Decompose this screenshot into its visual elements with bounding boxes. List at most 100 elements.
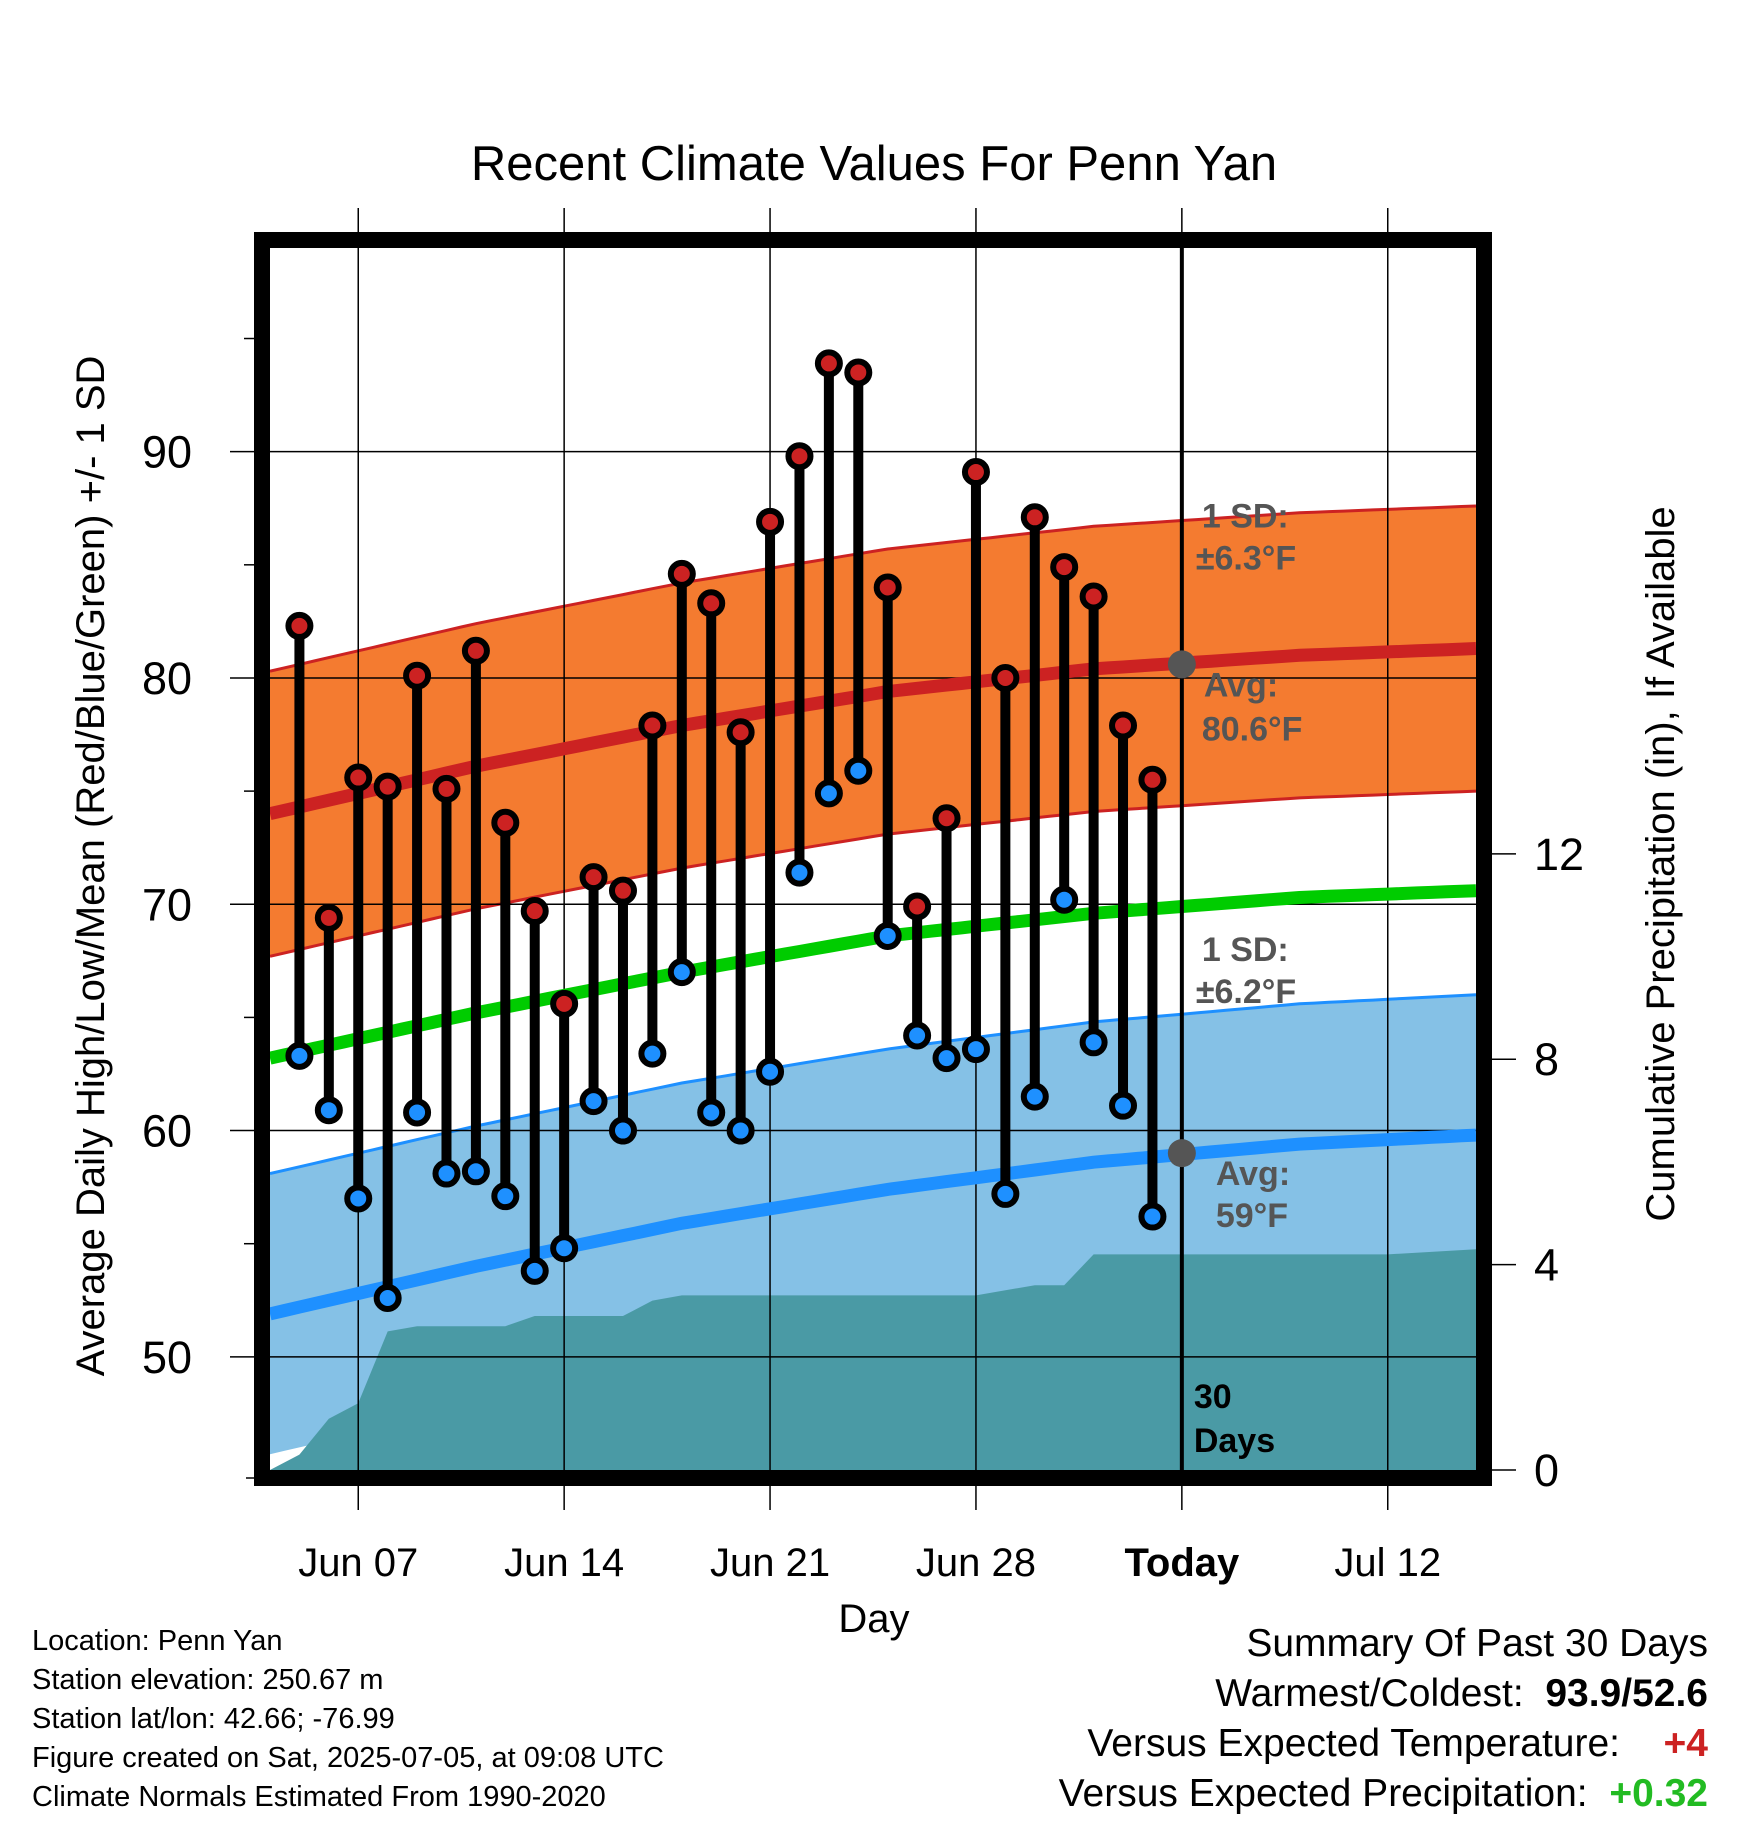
low-temp-point <box>1079 1028 1108 1057</box>
high-temp-point <box>1079 582 1108 611</box>
summary-temperature-label: Versus Expected Temperature: <box>1087 1722 1620 1765</box>
summary-precipitation-label: Versus Expected Precipitation: <box>1058 1772 1588 1815</box>
high-temp-point <box>550 989 579 1018</box>
high-temp-point <box>814 349 843 378</box>
y2-tick-label: 4 <box>1534 1240 1559 1291</box>
high-temp-point <box>697 589 726 618</box>
low-temp-point <box>344 1184 373 1213</box>
high-temp-point <box>991 663 1020 692</box>
low-temp-point <box>432 1159 461 1188</box>
high-sd-band <box>270 506 1476 957</box>
low-temp-point <box>1109 1091 1138 1120</box>
high-temp-point <box>667 559 696 588</box>
today-avg-high-marker <box>1167 650 1196 679</box>
summary-warmest-coldest: Warmest/Coldest: 93.9/52.6 <box>1215 1672 1708 1716</box>
low-temp-point <box>550 1234 579 1263</box>
high-temp-point <box>1050 553 1079 582</box>
low-temp-point <box>579 1087 608 1116</box>
low-temp-point <box>461 1157 490 1186</box>
info-latlon: Station lat/lon: 42.66; -76.99 <box>32 1703 395 1735</box>
high-temp-point <box>756 507 785 536</box>
y-tick-label: 60 <box>142 1106 192 1157</box>
high-sd-upper-edge <box>270 504 1476 673</box>
low-temp-point <box>756 1057 785 1086</box>
low-temp-point <box>726 1116 755 1145</box>
high-temp-point <box>726 718 755 747</box>
high-temp-point <box>844 358 873 387</box>
y2-tick-label: 12 <box>1534 829 1584 880</box>
x-tick-label: Jun 07 <box>298 1541 418 1585</box>
y-tick-label: 90 <box>142 427 192 478</box>
days-count-word: Days <box>1194 1422 1275 1460</box>
low-temp-point <box>667 958 696 987</box>
high-temp-point <box>961 458 990 487</box>
low-temp-point <box>1050 885 1079 914</box>
high-temp-point <box>520 897 549 926</box>
y-tick-label: 80 <box>142 653 192 704</box>
high-sd-label: 1 SD: <box>1202 497 1289 535</box>
low-temp-point <box>1138 1202 1167 1231</box>
high-temp-point <box>579 863 608 892</box>
high-temp-point <box>491 808 520 837</box>
info-elevation: Station elevation: 250.67 m <box>32 1664 384 1696</box>
x-tick-label: Jul 12 <box>1334 1541 1441 1585</box>
low-temp-point <box>785 858 814 887</box>
low-temp-point <box>961 1035 990 1064</box>
x-tick-label: Today <box>1124 1541 1240 1585</box>
high-temp-point <box>344 763 373 792</box>
today-avg-low-marker <box>1167 1139 1196 1168</box>
low-avg-value: 59°F <box>1216 1197 1288 1235</box>
y2-axis-label: Cumulative Precipitation (in), If Availa… <box>1639 506 1683 1221</box>
high-temp-point <box>638 711 667 740</box>
plot-area: 1 SD: ±6.3°F Avg: 80.6°F 1 SD: ±6.2°F Avg: 59°F… <box>270 248 1476 1470</box>
low-avg-label: Avg: <box>1216 1155 1290 1193</box>
low-temp-point <box>991 1179 1020 1208</box>
low-sd-value: ±6.2°F <box>1196 973 1296 1011</box>
low-temp-point <box>903 1021 932 1050</box>
summary-warmest-coldest-value: 93.9/52.6 <box>1545 1672 1708 1715</box>
low-temp-point <box>373 1284 402 1313</box>
high-temp-point <box>873 573 902 602</box>
x-tick-label: Jun 28 <box>916 1541 1036 1585</box>
low-temp-point <box>314 1096 343 1125</box>
low-temp-point <box>403 1098 432 1127</box>
summary-title: Summary Of Past 30 Days <box>1246 1622 1708 1665</box>
low-temp-point <box>608 1116 637 1145</box>
summary-temperature-value: +4 <box>1663 1722 1708 1765</box>
high-temp-point <box>1020 503 1049 532</box>
high-temp-point <box>608 876 637 905</box>
high-temp-point <box>285 611 314 640</box>
low-temp-point <box>844 756 873 785</box>
summary-precipitation: Versus Expected Precipitation: +0.32 <box>1059 1772 1708 1816</box>
high-avg-label: Avg: <box>1204 666 1278 704</box>
info-location: Location: Penn Yan <box>32 1625 283 1657</box>
y-tick-label: 50 <box>142 1332 192 1383</box>
precipitation-area <box>270 1249 1476 1470</box>
low-temp-point <box>491 1182 520 1211</box>
y2-tick-label: 8 <box>1534 1034 1559 1085</box>
plot-frame <box>254 232 1492 1486</box>
low-temp-point <box>814 779 843 808</box>
chart-title: Recent Climate Values For Penn Yan <box>471 137 1277 191</box>
high-temp-point <box>1138 765 1167 794</box>
info-created: Figure created on Sat, 2025-07-05, at 09… <box>32 1742 664 1774</box>
summary-precipitation-value: +0.32 <box>1609 1772 1708 1815</box>
low-sd-label: 1 SD: <box>1202 931 1289 969</box>
high-temp-point <box>432 774 461 803</box>
high-temp-point <box>403 661 432 690</box>
x-tick-label: Jun 21 <box>710 1541 830 1585</box>
low-temp-point <box>520 1256 549 1285</box>
high-temp-point <box>373 772 402 801</box>
days-count-number: 30 <box>1194 1378 1232 1416</box>
high-temp-point <box>1109 711 1138 740</box>
y2-tick-label: 0 <box>1534 1445 1559 1496</box>
y-tick-label: 70 <box>142 879 192 930</box>
low-temp-point <box>638 1039 667 1068</box>
info-normals: Climate Normals Estimated From 1990-2020 <box>32 1781 606 1813</box>
avg-low-line <box>270 1128 1476 1321</box>
low-temp-point <box>932 1044 961 1073</box>
high-sd-value: ±6.3°F <box>1196 539 1296 577</box>
high-temp-point <box>785 442 814 471</box>
summary-temperature: Versus Expected Temperature: +4 <box>1087 1722 1708 1766</box>
